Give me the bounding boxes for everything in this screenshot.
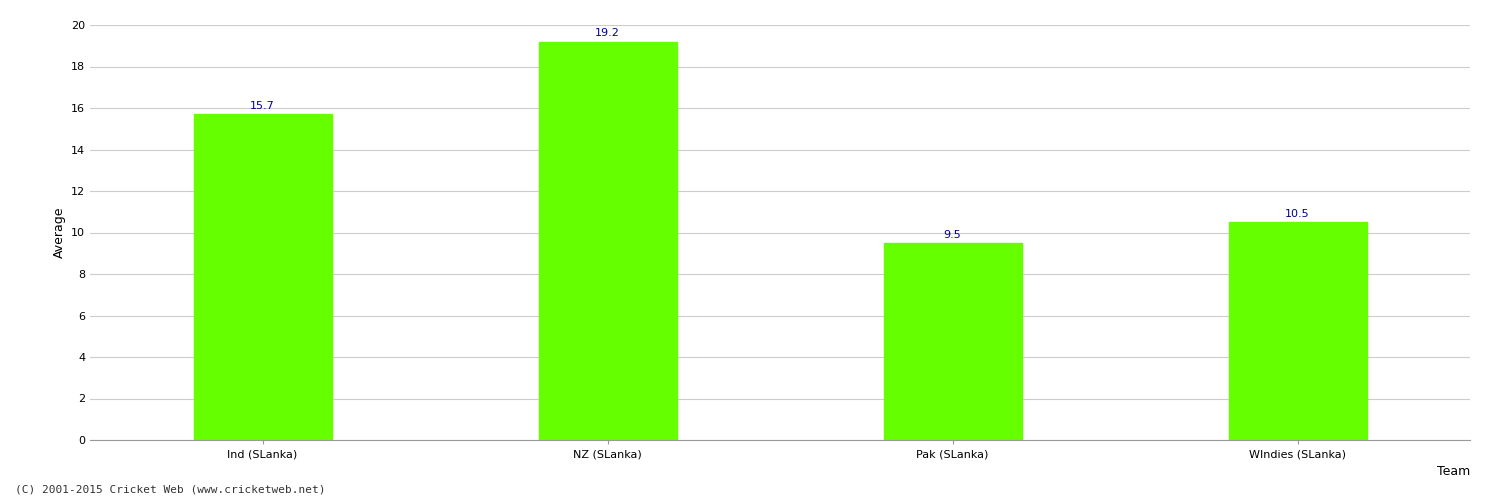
Bar (538, 42, 676, 440)
Y-axis label: Average: Average (53, 207, 66, 258)
Bar (884, 243, 1022, 440)
Text: (C) 2001-2015 Cricket Web (www.cricketweb.net): (C) 2001-2015 Cricket Web (www.cricketwe… (15, 485, 326, 495)
X-axis label: Team: Team (1437, 464, 1470, 477)
Text: 19.2: 19.2 (596, 28, 619, 38)
Bar (194, 114, 332, 440)
Bar (1228, 222, 1366, 440)
Text: 10.5: 10.5 (1286, 209, 1310, 219)
Text: 9.5: 9.5 (944, 230, 962, 240)
Text: 15.7: 15.7 (251, 101, 274, 111)
